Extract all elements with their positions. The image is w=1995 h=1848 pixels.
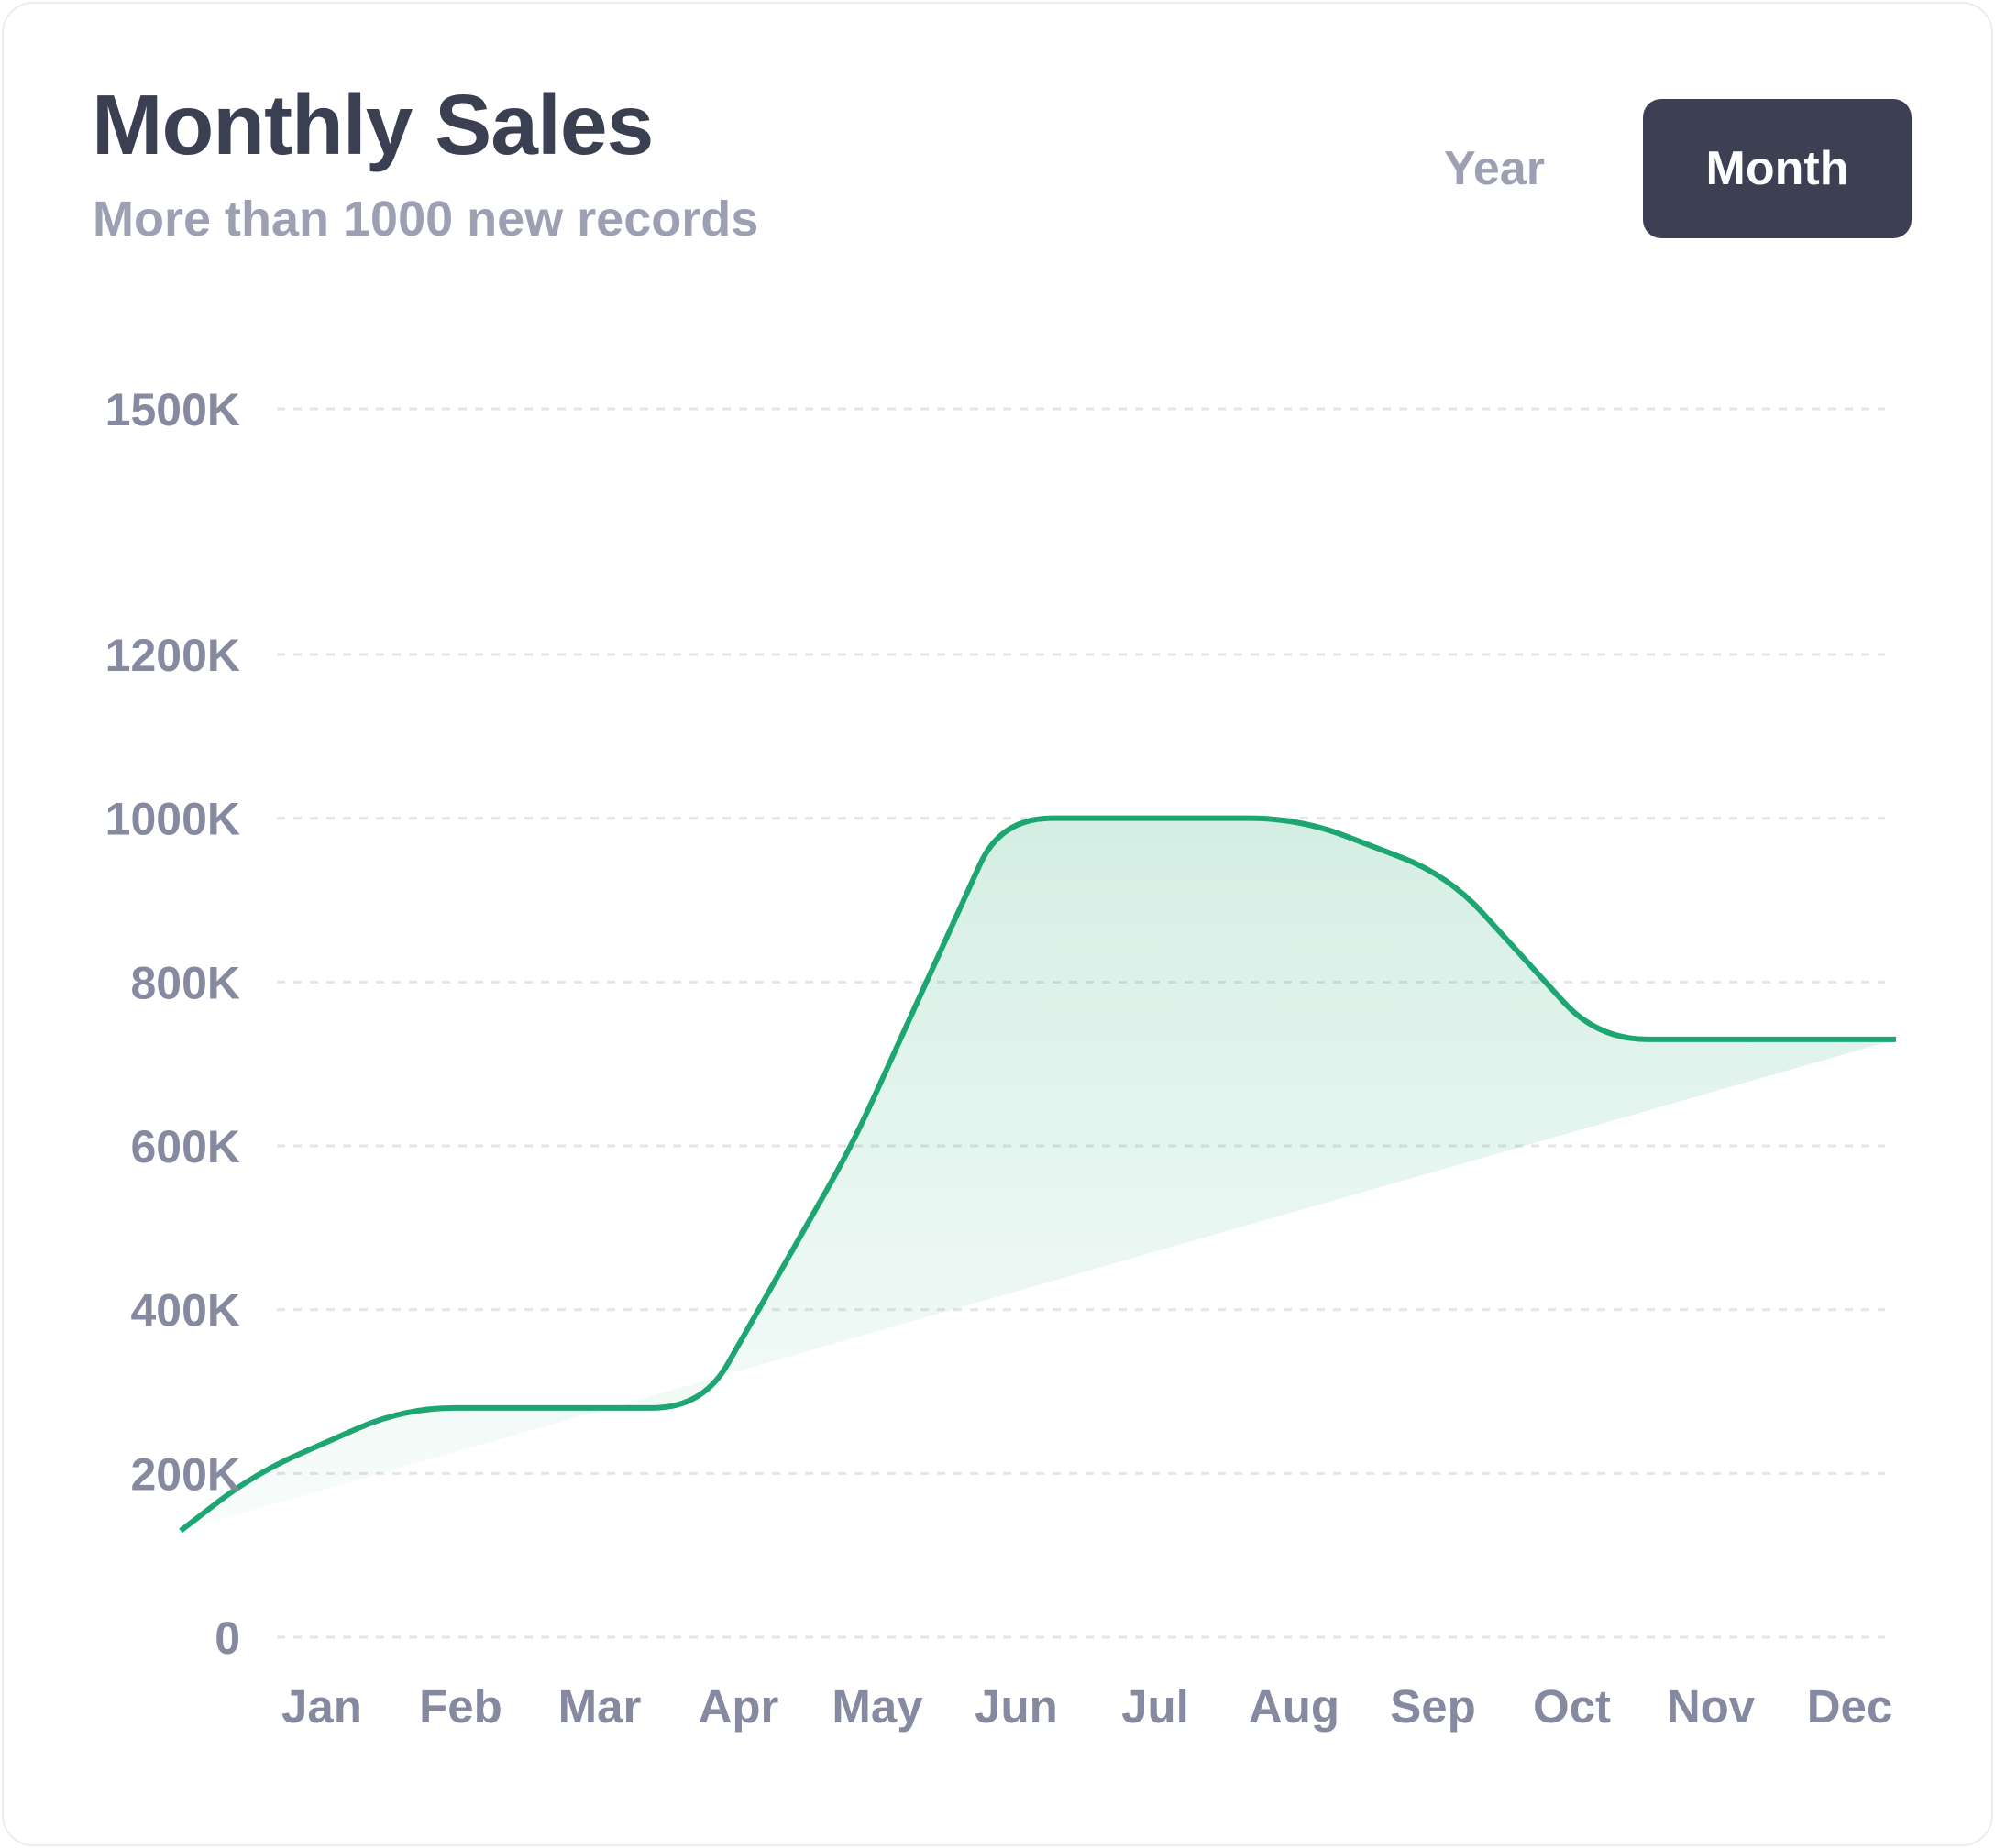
y-tick-label: 1500K <box>105 384 240 435</box>
x-tick-label: Apr <box>699 1680 779 1732</box>
x-tick-label: Dec <box>1807 1680 1893 1732</box>
series-line <box>179 815 1896 1534</box>
y-tick-label: 0 <box>215 1612 240 1664</box>
y-tick-label: 1000K <box>105 794 240 845</box>
x-tick-label: Sep <box>1390 1680 1476 1732</box>
area-path <box>181 818 1896 1531</box>
y-tick-label: 600K <box>130 1121 240 1172</box>
x-tick-label: Oct <box>1533 1680 1611 1732</box>
month-toggle-button[interactable]: Month <box>1643 99 1912 238</box>
year-toggle-button[interactable]: Year <box>1444 142 1545 195</box>
x-tick-label: Jan <box>281 1680 362 1732</box>
y-tick-label: 800K <box>130 957 240 1008</box>
x-tick-label: Jun <box>975 1680 1058 1732</box>
chart-title: Monthly Sales <box>92 77 654 172</box>
y-tick-label: 400K <box>130 1285 240 1336</box>
chart-subtitle: More than 1000 new records <box>93 192 759 247</box>
grid-lines <box>277 407 1885 1639</box>
y-tick-label: 200K <box>130 1448 240 1500</box>
x-axis-ticks: Jan Feb Mar Apr May Jun Jul Aug Sep Oct Nov Dec <box>281 1680 1892 1732</box>
x-tick-label: Aug <box>1249 1680 1339 1732</box>
x-tick-label: Feb <box>419 1680 502 1732</box>
sales-line <box>179 815 1896 1534</box>
y-tick-label: 1200K <box>105 630 240 681</box>
y-axis-ticks: 0 200K 400K 600K 800K 1000K 1200K 1500K <box>105 384 240 1664</box>
area-fill <box>181 818 1896 1531</box>
x-tick-label: Mar <box>558 1680 642 1732</box>
x-tick-label: Jul <box>1121 1680 1189 1732</box>
x-tick-label: Nov <box>1667 1680 1756 1732</box>
x-tick-label: May <box>832 1680 923 1732</box>
